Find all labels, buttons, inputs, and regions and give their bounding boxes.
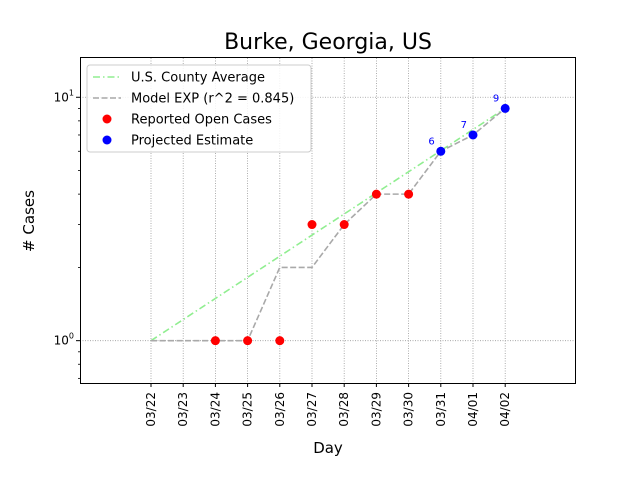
data-point: [404, 189, 414, 199]
x-axis-label: Day: [313, 439, 343, 457]
data-point: [210, 336, 220, 346]
y-axis-label: # Cases: [20, 190, 38, 252]
plot-area: 03/22 03/23 03/24 03/25 03/26 03/27 03/28 03/29…: [54, 58, 575, 427]
x-tick-label: 03/22: [144, 392, 158, 427]
legend-label: Model EXP (r^2 = 0.845): [131, 92, 294, 107]
y-tick-label: 101: [54, 88, 74, 104]
data-point: [243, 336, 253, 346]
x-tick-label: 03/24: [208, 392, 222, 427]
x-tick-label: 03/29: [369, 392, 383, 427]
plot-frame: [80, 57, 576, 384]
x-tick-label: 03/23: [176, 392, 190, 427]
data-label: 7: [461, 120, 467, 131]
legend-label: U.S. County Average: [131, 71, 265, 86]
data-label: 6: [428, 136, 434, 147]
series-line: [150, 107, 506, 342]
chart-title: Burke, Georgia, US: [224, 30, 432, 55]
data-point: [339, 220, 349, 230]
data-point: [468, 130, 478, 140]
legend-marker-swatch: [102, 135, 112, 145]
legend: U.S. County Average Model EXP (r^2 = 0.84…: [86, 64, 312, 153]
legend-label: Reported Open Cases: [131, 113, 272, 128]
legend-marker-swatch: [102, 114, 112, 124]
data-label: 9: [493, 93, 499, 104]
x-tick-label: 03/25: [241, 392, 255, 427]
x-tick-label: 03/27: [305, 392, 319, 427]
y-tick-label: 100: [54, 332, 74, 348]
x-tick-label: 03/30: [402, 392, 416, 427]
x-tick-label: 03/31: [434, 392, 448, 427]
data-point: [275, 336, 285, 346]
data-point: [436, 146, 446, 156]
x-tick-label: 03/28: [337, 392, 351, 427]
x-tick-label: 04/01: [466, 392, 480, 427]
data-point: [371, 189, 381, 199]
x-tick-label: 03/26: [273, 392, 287, 427]
data-point: [307, 220, 317, 230]
legend-box: [86, 64, 312, 153]
x-tick-label: 04/02: [498, 392, 512, 427]
legend-label: Projected Estimate: [131, 134, 253, 149]
data-point: [500, 103, 510, 113]
